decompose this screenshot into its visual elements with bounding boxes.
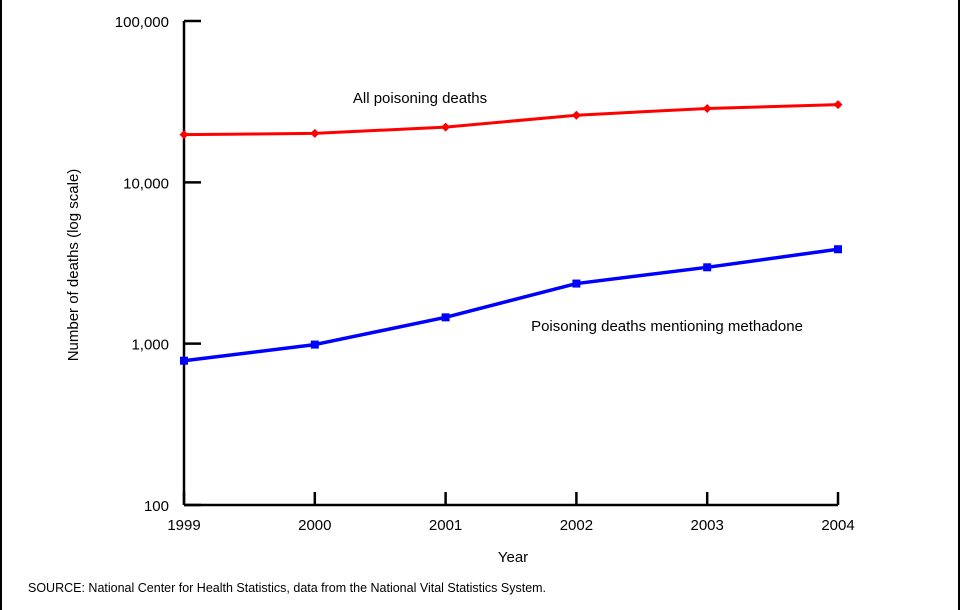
data-point-diamond <box>310 128 320 138</box>
data-point-square <box>834 245 842 254</box>
data-point-diamond <box>702 103 712 113</box>
data-point-square <box>441 313 450 322</box>
series-layer <box>179 100 843 365</box>
data-point-square <box>310 340 319 349</box>
data-point-square <box>572 279 581 288</box>
data-point-square <box>703 263 712 272</box>
y-tick-label: 100,000 <box>115 14 169 31</box>
y-axis-title: Number of deaths (log scale) <box>65 169 82 362</box>
ticks: 100 1,000 10,000 100,000 1999 2000 2001 2002 200… <box>115 14 855 534</box>
data-point-diamond <box>179 130 189 140</box>
source-note: SOURCE: National Center for Health Stati… <box>28 581 547 595</box>
data-point-diamond <box>833 100 843 110</box>
x-tick-label: 1999 <box>167 517 200 534</box>
data-point-diamond <box>571 110 581 120</box>
y-tick-label: 100 <box>144 498 169 515</box>
x-tick-label: 2001 <box>429 517 462 534</box>
frame-left-border <box>0 0 2 610</box>
x-axis-title: Year <box>498 549 528 566</box>
x-tick-label: 2000 <box>298 517 331 534</box>
series-label-methadone: Poisoning deaths mentioning methadone <box>531 318 803 335</box>
data-point-square <box>180 356 188 365</box>
series-line-0 <box>183 103 839 137</box>
series-label-all-poisoning: All poisoning deaths <box>353 90 487 107</box>
series-line-1 <box>183 247 839 363</box>
x-tick-label: 2003 <box>691 517 724 534</box>
axes <box>182 21 838 507</box>
y-tick-label: 1,000 <box>131 337 169 354</box>
y-tick-label: 10,000 <box>123 175 169 192</box>
x-tick-label: 2002 <box>560 517 593 534</box>
x-tick-label: 2004 <box>821 517 854 534</box>
frame-right-border <box>958 0 960 610</box>
line-chart: 100 1,000 10,000 100,000 1999 2000 2001 2002 200… <box>65 14 855 566</box>
data-point-diamond <box>441 122 451 132</box>
